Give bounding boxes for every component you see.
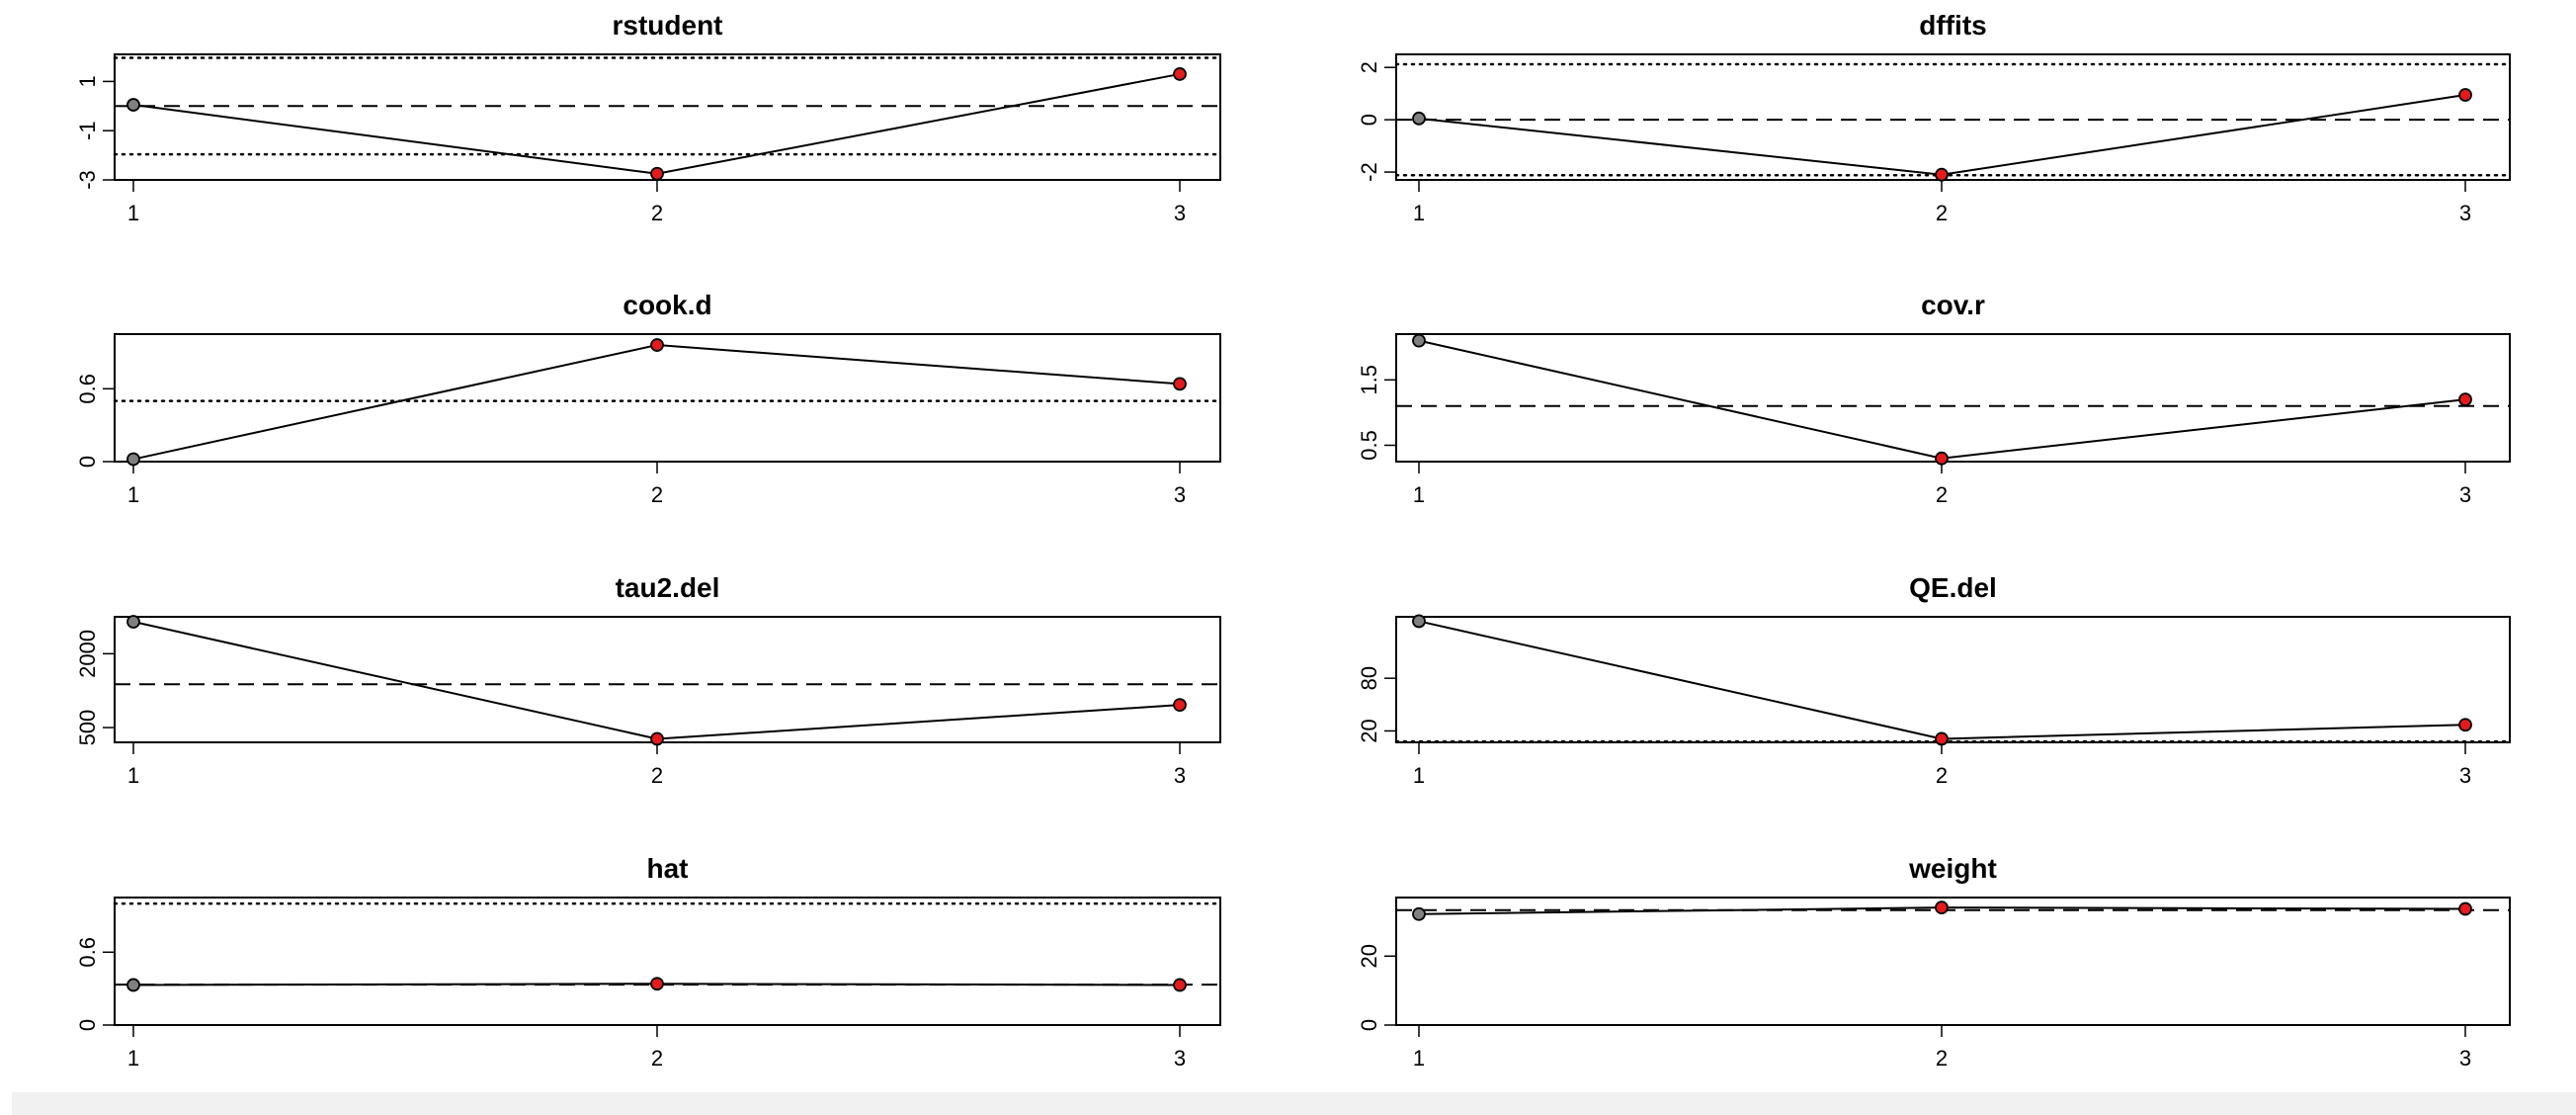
panel-title: hat <box>647 853 689 884</box>
influential-point <box>2458 88 2472 102</box>
x-tick-label: 3 <box>1174 763 1186 788</box>
series-line <box>1418 620 2466 740</box>
x-tick-label: 1 <box>127 201 139 225</box>
influential-point <box>2458 718 2472 732</box>
series-line <box>1418 339 2466 460</box>
panel-QE-del: QE.del 1 2 3 20 80 <box>1357 572 2512 788</box>
plot-frame <box>114 333 1221 463</box>
influential-point <box>1173 698 1187 713</box>
y-tick-label: 0.5 <box>1357 430 1381 461</box>
influential-point <box>1173 377 1187 391</box>
plot-frame <box>114 616 1221 743</box>
panel-dffits: dffits 1 2 3 -2 0 2 <box>1357 10 2512 225</box>
panel-title: rstudent <box>613 10 723 41</box>
x-tick-label: 3 <box>2459 763 2471 788</box>
data-point <box>126 615 140 629</box>
plot-frame <box>1395 53 2511 181</box>
x-tick-label: 1 <box>127 763 139 788</box>
x-tick-label: 3 <box>1174 1046 1186 1071</box>
data-point <box>126 98 140 112</box>
panel-cov-r: cov.r 1 2 3 0.5 1.5 <box>1357 290 2511 507</box>
influential-point <box>2458 392 2472 407</box>
influential-point <box>650 338 664 352</box>
x-tick-label: 2 <box>651 1046 663 1071</box>
y-tick-label: 1.5 <box>1357 365 1381 395</box>
influential-point <box>1173 67 1187 81</box>
x-tick-label: 1 <box>1413 1046 1425 1071</box>
x-tick-label: 1 <box>1413 763 1425 788</box>
series-line <box>132 72 1181 175</box>
plot-frame <box>1395 616 2511 743</box>
series-line <box>1418 94 2466 176</box>
x-tick-label: 2 <box>651 763 663 788</box>
plot-frame <box>1395 897 2511 1026</box>
y-tick-label: 80 <box>1357 666 1381 690</box>
y-tick-label: 500 <box>75 710 100 746</box>
panel-title: cook.d <box>623 290 711 320</box>
x-tick-label: 3 <box>2459 201 2471 225</box>
y-tick-label: 2 <box>1357 61 1381 73</box>
panel-cook-d: cook.d 1 2 3 0 0.6 <box>75 290 1222 507</box>
data-point <box>1412 333 1426 348</box>
y-tick-label: 20 <box>1357 944 1381 968</box>
influential-point <box>1935 901 1949 915</box>
data-point <box>126 452 140 467</box>
x-tick-label: 2 <box>651 201 663 225</box>
influential-point <box>1935 167 1949 182</box>
x-tick-label: 2 <box>1936 763 1948 788</box>
panel-title: weight <box>1908 853 1997 884</box>
x-tick-label: 2 <box>651 482 663 507</box>
y-tick-label: 0 <box>75 456 100 468</box>
influential-point <box>650 977 664 991</box>
x-tick-label: 2 <box>1936 201 1948 225</box>
influential-point <box>1935 731 1949 746</box>
data-point <box>1412 111 1426 126</box>
y-tick-label: 1 <box>75 75 100 87</box>
y-tick-label: 0.6 <box>75 374 100 404</box>
influential-point <box>1173 978 1187 992</box>
x-tick-label: 1 <box>1413 482 1425 507</box>
influential-point <box>2458 901 2472 916</box>
panel-hat: hat 1 2 3 0 0.6 <box>75 853 1222 1071</box>
x-tick-label: 2 <box>1936 482 1948 507</box>
y-tick-label: -3 <box>75 170 100 190</box>
plot-frame <box>1395 333 2511 463</box>
data-point <box>126 978 140 992</box>
y-tick-label: -2 <box>1357 162 1381 182</box>
influential-point <box>650 166 664 181</box>
x-tick-label: 3 <box>2459 482 2471 507</box>
plot-frame <box>114 53 1221 181</box>
influential-point <box>650 731 664 746</box>
influential-point <box>1935 451 1949 466</box>
series-line <box>132 621 1181 740</box>
x-tick-label: 3 <box>1174 201 1186 225</box>
x-tick-label: 3 <box>2459 1046 2471 1071</box>
y-tick-label: 2000 <box>75 630 100 678</box>
y-tick-label: -1 <box>75 121 100 140</box>
y-tick-label: 0 <box>75 1019 100 1031</box>
panel-weight: weight 1 2 3 0 20 <box>1357 853 2511 1071</box>
x-tick-label: 2 <box>1936 1046 1948 1071</box>
panel-rstudent: rstudent 1 2 3 -3 -1 1 <box>75 10 1222 225</box>
data-point <box>1412 614 1426 629</box>
y-tick-label: 0 <box>1357 1019 1381 1031</box>
x-tick-label: 1 <box>127 482 139 507</box>
plot-frame <box>114 897 1221 1026</box>
bottom-strip <box>12 1092 2576 1115</box>
panel-title: tau2.del <box>616 572 720 603</box>
x-tick-label: 1 <box>127 1046 139 1071</box>
panel-title: QE.del <box>1909 572 1997 603</box>
panel-tau2-del: tau2.del 1 2 3 500 2000 <box>75 572 1221 788</box>
data-point <box>1412 906 1426 921</box>
y-tick-label: 0 <box>1357 114 1381 126</box>
y-tick-label: 0.6 <box>75 937 100 968</box>
x-tick-label: 3 <box>1174 482 1186 507</box>
panel-title: dffits <box>1919 10 1986 41</box>
y-tick-label: 20 <box>1357 719 1381 742</box>
panel-title: cov.r <box>1921 290 1985 320</box>
x-tick-label: 1 <box>1413 201 1425 225</box>
